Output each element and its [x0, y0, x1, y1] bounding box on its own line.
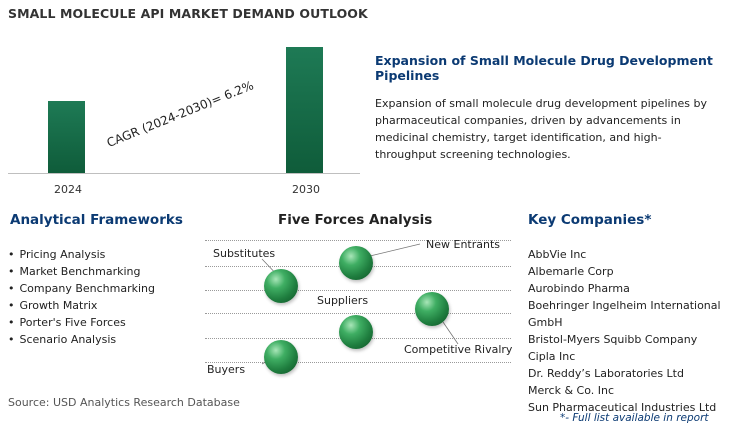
sphere-new-entrants-icon [339, 246, 373, 280]
sphere-buyers-icon [264, 340, 298, 374]
expansion-title: Expansion of Small Molecule Drug Develop… [375, 53, 713, 83]
list-item: Aurobindo Pharma [528, 282, 630, 295]
category-label-2030: 2030 [292, 183, 320, 196]
frameworks-list: Pricing Analysis Market Benchmarking Com… [8, 246, 156, 348]
force-label-buyers: Buyers [207, 363, 246, 376]
dotted-line [205, 313, 511, 314]
list-item: Cipla Inc [528, 350, 576, 363]
list-item: Merck & Co. Inc [528, 384, 615, 397]
source-note: Source: USD Analytics Research Database [8, 396, 240, 409]
force-label-new-entrants: New Entrants [426, 238, 501, 251]
sphere-competitive-rivalry-icon [415, 292, 449, 326]
page-title: SMALL MOLECULE API MARKET DEMAND OUTLOOK [8, 6, 368, 21]
companies-title: Key Companies* [528, 212, 652, 228]
list-item: Dr. Reddy’s Laboratories Ltd [528, 367, 684, 380]
five-forces-title: Five Forces Analysis [278, 212, 433, 228]
bar-2030 [286, 47, 323, 173]
force-label-competitive-rivalry: Competitive Rivalry [404, 343, 513, 356]
companies-footnote: *- Full list available in report [560, 412, 709, 424]
list-item: GmbH [528, 316, 563, 329]
list-item: Sun Pharmaceutical Industries Ltd [528, 401, 717, 414]
list-item: Boehringer Ingelheim International [528, 299, 721, 312]
bar-2024 [48, 101, 85, 173]
companies-list: AbbVie Inc Albemarle Corp Aurobindo Phar… [528, 246, 721, 416]
category-label-2024: 2024 [54, 183, 82, 196]
expansion-body: Expansion of small molecule drug develop… [375, 97, 708, 161]
frameworks-title: Analytical Frameworks [10, 212, 183, 228]
sphere-suppliers-icon [339, 315, 373, 349]
list-item: Growth Matrix [8, 297, 155, 314]
list-item: Market Benchmarking [8, 263, 155, 280]
list-item: Company Benchmarking [8, 280, 156, 297]
force-label-substitutes: Substitutes [213, 247, 276, 260]
list-item: Pricing Analysis [8, 246, 155, 263]
dotted-line [205, 362, 511, 363]
list-item: Scenario Analysis [8, 331, 155, 348]
list-item: AbbVie Inc [528, 248, 587, 261]
dotted-line [205, 290, 511, 291]
dotted-line [205, 240, 511, 241]
sphere-substitutes-icon [264, 269, 298, 303]
force-label-suppliers: Suppliers [317, 294, 369, 307]
list-item: Bristol-Myers Squibb Company [528, 333, 698, 346]
x-axis-line [8, 173, 360, 174]
list-item: Porter's Five Forces [8, 314, 155, 331]
list-item: Albemarle Corp [528, 265, 614, 278]
